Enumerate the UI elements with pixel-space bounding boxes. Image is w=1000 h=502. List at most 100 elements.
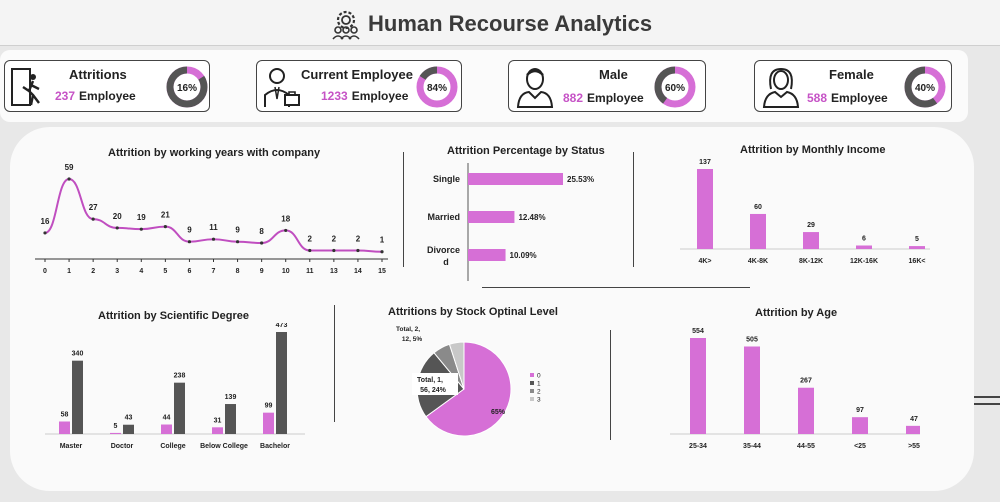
data-label: 58 bbox=[61, 411, 69, 418]
tick-label: 8 bbox=[236, 268, 240, 275]
tick-label: 2 bbox=[91, 268, 95, 275]
tick-label: 1 bbox=[67, 268, 71, 275]
bar bbox=[212, 427, 223, 434]
kpi-value-row: 588 Employee bbox=[807, 91, 888, 105]
bar bbox=[468, 211, 515, 223]
kpi-value: 588 bbox=[807, 91, 828, 105]
data-label: 18 bbox=[281, 214, 290, 223]
people-gear-icon bbox=[332, 10, 360, 40]
data-point bbox=[308, 248, 312, 253]
page-title: Human Recourse Analytics bbox=[368, 11, 653, 36]
bar-chart-income: 137 4K> 60 4K-8K 29 8K-12K 6 12K-16K 5 16K< bbox=[680, 159, 930, 265]
tick-label: 3 bbox=[115, 268, 119, 275]
data-point bbox=[235, 240, 240, 244]
legend-label: 2 bbox=[537, 389, 541, 396]
data-label: 47 bbox=[910, 416, 918, 423]
kpi-card-female[interactable]: Female 588 Employee 40% bbox=[754, 60, 952, 112]
tick-label: 10 bbox=[282, 268, 290, 275]
category-label: 8K-12K bbox=[799, 258, 823, 265]
employee-briefcase-icon bbox=[264, 68, 300, 107]
data-point bbox=[260, 241, 264, 245]
bar bbox=[906, 425, 920, 434]
data-point bbox=[332, 248, 336, 253]
bar-chart-degree: 58 340 Master 5 43 Doctor 44 238 College 31 139 Bel… bbox=[45, 323, 305, 450]
data-label: 267 bbox=[800, 378, 812, 385]
category-label: Below College bbox=[200, 443, 248, 450]
bar bbox=[225, 404, 236, 434]
female-avatar-icon bbox=[762, 67, 800, 108]
chart-title-degree: Attrition by Scientific Degree bbox=[98, 310, 249, 322]
bar bbox=[744, 346, 760, 434]
data-point bbox=[187, 240, 192, 244]
divider bbox=[633, 152, 634, 267]
data-label: 340 bbox=[72, 351, 84, 358]
kpi-label: Employee bbox=[351, 89, 409, 103]
data-point bbox=[163, 225, 167, 229]
kpi-value-row: 882 Employee bbox=[563, 91, 644, 105]
kpi-card-male[interactable]: Male 882 Employee 60% bbox=[508, 60, 706, 112]
category-label: 12K-16K bbox=[850, 258, 878, 265]
bar bbox=[909, 246, 925, 249]
right-edge-line bbox=[974, 396, 1000, 398]
kpi-value: 1233 bbox=[321, 89, 348, 103]
data-label: 10.09% bbox=[510, 251, 537, 260]
male-avatar-icon bbox=[516, 68, 554, 108]
kpi-card-attritions[interactable]: Attritions 237 Employee 16% bbox=[4, 60, 210, 112]
tick-label: 11 bbox=[306, 268, 314, 275]
divider bbox=[482, 287, 750, 288]
data-label: 29 bbox=[807, 222, 815, 229]
legend-label: 0 bbox=[537, 373, 541, 380]
bar bbox=[263, 412, 274, 434]
tick-label: 0 bbox=[43, 268, 47, 275]
charts-panel: Attrition by working years with company … bbox=[10, 127, 974, 491]
kpi-card-current-employee[interactable]: Current Employee 1233 Employee 84% bbox=[256, 60, 462, 112]
pie-slice bbox=[425, 341, 512, 437]
kpi-donut: 40% bbox=[904, 66, 946, 108]
tick-label: 15 bbox=[378, 268, 386, 275]
kpi-donut: 84% bbox=[416, 66, 458, 108]
tick-label: 6 bbox=[187, 268, 191, 275]
chart-title-income: Attrition by Monthly Income bbox=[740, 144, 886, 156]
bar bbox=[798, 387, 814, 434]
data-label: 60 bbox=[754, 204, 762, 211]
data-label: 44 bbox=[163, 415, 171, 422]
bar bbox=[803, 232, 819, 249]
category-label: Single bbox=[433, 174, 460, 184]
category-label: Divorce bbox=[427, 245, 460, 255]
legend-label: 3 bbox=[537, 397, 541, 404]
category-label: d bbox=[443, 257, 449, 267]
exit-door-icon bbox=[11, 68, 40, 106]
category-label: 25-34 bbox=[689, 443, 707, 450]
slice-label: Total, 1, bbox=[417, 377, 443, 384]
category-label: 35-44 bbox=[743, 443, 761, 450]
legend-swatch bbox=[530, 389, 534, 393]
data-label: 59 bbox=[65, 163, 74, 172]
donut-percent: 60% bbox=[665, 83, 685, 94]
bar bbox=[750, 213, 766, 249]
data-label: 12.48% bbox=[518, 213, 545, 222]
category-label: Doctor bbox=[111, 443, 134, 450]
kpi-value-row: 237 Employee bbox=[55, 89, 136, 103]
data-label: 99 bbox=[265, 403, 273, 410]
data-point bbox=[91, 217, 95, 221]
data-label: 97 bbox=[856, 407, 864, 414]
data-label: 21 bbox=[161, 211, 170, 220]
bar bbox=[690, 338, 706, 434]
kpi-label: Employee bbox=[831, 91, 888, 105]
bar bbox=[72, 360, 83, 434]
tick-label: 9 bbox=[260, 268, 264, 275]
category-label: <25 bbox=[854, 443, 866, 450]
divider bbox=[334, 305, 335, 422]
kpi-donut: 60% bbox=[654, 66, 696, 108]
legend-swatch bbox=[530, 397, 534, 401]
data-label: 9 bbox=[187, 226, 192, 235]
bar bbox=[59, 421, 70, 434]
data-label: 16 bbox=[41, 217, 50, 226]
bar bbox=[276, 332, 287, 434]
data-point bbox=[284, 228, 288, 233]
data-point bbox=[380, 250, 384, 254]
data-point bbox=[67, 177, 71, 181]
divider bbox=[610, 330, 611, 440]
category-label: 16K< bbox=[909, 258, 926, 265]
slice-label-box bbox=[412, 373, 458, 395]
